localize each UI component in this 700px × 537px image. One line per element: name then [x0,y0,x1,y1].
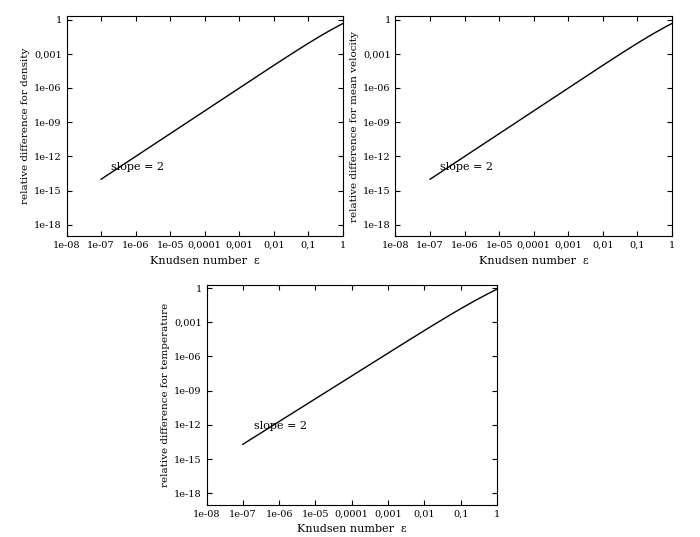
Text: slope = 2: slope = 2 [111,162,164,172]
X-axis label: Knudsen number  ε: Knudsen number ε [479,256,589,266]
X-axis label: Knudsen number  ε: Knudsen number ε [297,524,407,534]
Y-axis label: relative difference for density: relative difference for density [21,48,29,205]
Text: slope = 2: slope = 2 [440,162,494,172]
X-axis label: Knudsen number  ε: Knudsen number ε [150,256,260,266]
Text: slope = 2: slope = 2 [253,422,307,431]
Y-axis label: relative difference for temperature: relative difference for temperature [161,302,169,487]
Y-axis label: relative difference for mean velocity: relative difference for mean velocity [350,31,358,222]
